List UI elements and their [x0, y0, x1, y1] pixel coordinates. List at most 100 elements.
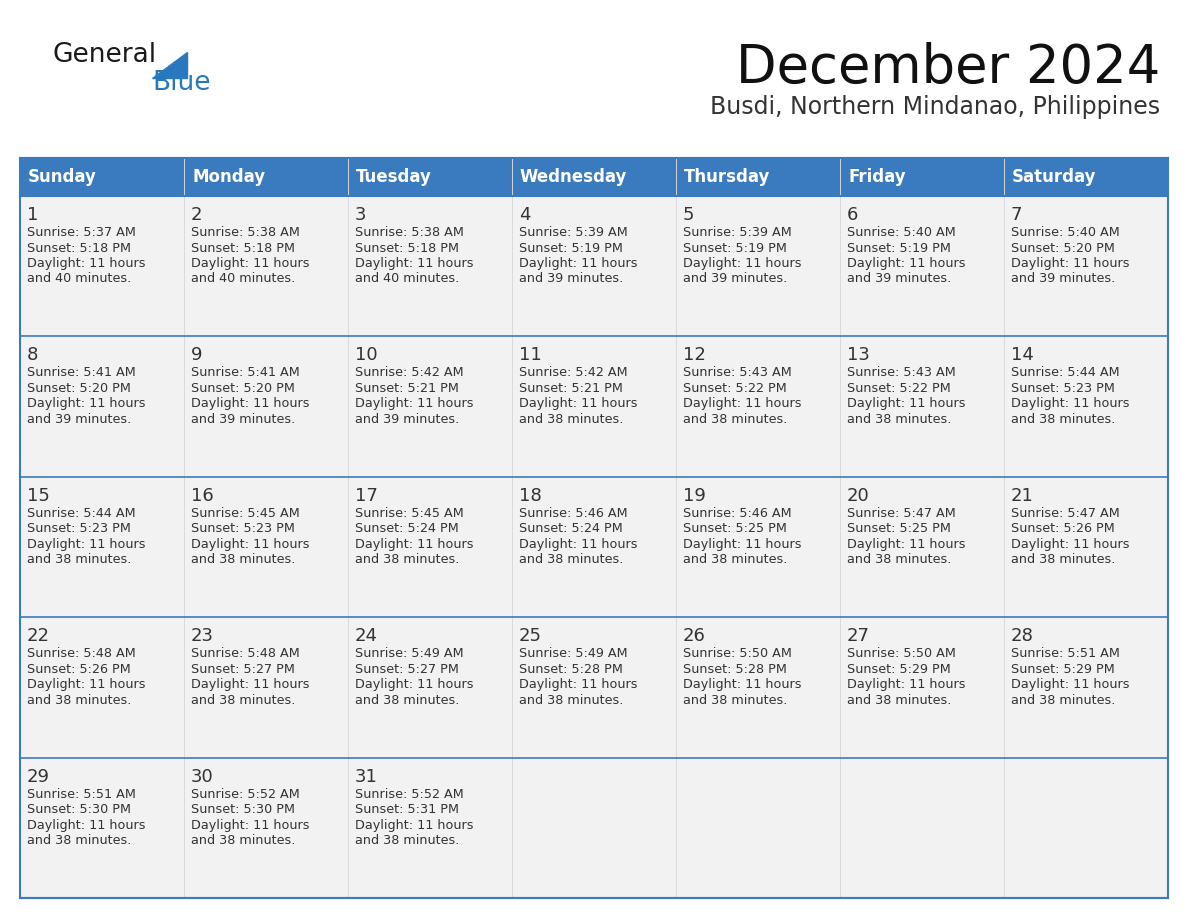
Text: 29: 29	[27, 767, 50, 786]
Bar	[676, 336, 840, 476]
Text: and 38 minutes.: and 38 minutes.	[683, 694, 788, 707]
Text: Sunrise: 5:42 AM: Sunrise: 5:42 AM	[355, 366, 463, 379]
Text: Tuesday: Tuesday	[356, 168, 432, 186]
Bar	[348, 336, 512, 476]
Text: Sunrise: 5:46 AM: Sunrise: 5:46 AM	[683, 507, 791, 520]
Text: 12: 12	[683, 346, 706, 364]
Text: Sunrise: 5:39 AM: Sunrise: 5:39 AM	[519, 226, 627, 239]
Text: Sunrise: 5:50 AM: Sunrise: 5:50 AM	[847, 647, 956, 660]
Bar	[1004, 617, 1168, 757]
Bar	[348, 476, 512, 617]
Text: General: General	[52, 42, 156, 68]
Text: Daylight: 11 hours: Daylight: 11 hours	[847, 397, 966, 410]
Bar	[676, 196, 840, 336]
Text: Sunrise: 5:44 AM: Sunrise: 5:44 AM	[1011, 366, 1119, 379]
Text: Sunrise: 5:47 AM: Sunrise: 5:47 AM	[1011, 507, 1120, 520]
Text: Sunrise: 5:51 AM: Sunrise: 5:51 AM	[27, 788, 135, 800]
Text: Busdi, Northern Mindanao, Philippines: Busdi, Northern Mindanao, Philippines	[710, 95, 1159, 119]
Text: 21: 21	[1011, 487, 1034, 505]
Bar	[184, 617, 348, 757]
Text: Monday: Monday	[192, 168, 265, 186]
Bar	[512, 617, 676, 757]
Text: and 38 minutes.: and 38 minutes.	[27, 834, 132, 847]
Bar	[20, 336, 184, 476]
Text: Sunset: 5:20 PM: Sunset: 5:20 PM	[191, 382, 295, 395]
Text: and 40 minutes.: and 40 minutes.	[355, 273, 460, 285]
Text: Sunset: 5:26 PM: Sunset: 5:26 PM	[1011, 522, 1114, 535]
Bar	[1004, 336, 1168, 476]
Text: and 40 minutes.: and 40 minutes.	[191, 273, 296, 285]
Text: 4: 4	[519, 206, 531, 224]
Text: Sunset: 5:24 PM: Sunset: 5:24 PM	[519, 522, 623, 535]
Text: Sunset: 5:29 PM: Sunset: 5:29 PM	[847, 663, 950, 676]
Text: Daylight: 11 hours: Daylight: 11 hours	[191, 397, 310, 410]
Text: Daylight: 11 hours: Daylight: 11 hours	[27, 538, 145, 551]
Text: December 2024: December 2024	[735, 42, 1159, 94]
Text: Sunrise: 5:44 AM: Sunrise: 5:44 AM	[27, 507, 135, 520]
Text: and 38 minutes.: and 38 minutes.	[847, 413, 952, 426]
Text: Sunset: 5:25 PM: Sunset: 5:25 PM	[847, 522, 950, 535]
Text: 23: 23	[191, 627, 214, 645]
Text: Daylight: 11 hours: Daylight: 11 hours	[355, 397, 474, 410]
Text: Sunset: 5:23 PM: Sunset: 5:23 PM	[1011, 382, 1114, 395]
Bar	[1004, 757, 1168, 898]
Text: Sunset: 5:27 PM: Sunset: 5:27 PM	[355, 663, 459, 676]
Text: Thursday: Thursday	[684, 168, 770, 186]
Bar	[348, 757, 512, 898]
Text: Sunrise: 5:42 AM: Sunrise: 5:42 AM	[519, 366, 627, 379]
Text: 15: 15	[27, 487, 50, 505]
Text: and 38 minutes.: and 38 minutes.	[27, 554, 132, 566]
Text: and 38 minutes.: and 38 minutes.	[519, 554, 624, 566]
Bar	[840, 158, 1004, 196]
Text: Sunset: 5:22 PM: Sunset: 5:22 PM	[847, 382, 950, 395]
Text: 2: 2	[191, 206, 202, 224]
Bar	[840, 196, 1004, 336]
Bar	[348, 196, 512, 336]
Text: and 38 minutes.: and 38 minutes.	[191, 694, 296, 707]
Text: 19: 19	[683, 487, 706, 505]
Text: Daylight: 11 hours: Daylight: 11 hours	[191, 257, 310, 270]
Text: Sunset: 5:25 PM: Sunset: 5:25 PM	[683, 522, 786, 535]
Bar	[840, 617, 1004, 757]
Text: Sunrise: 5:39 AM: Sunrise: 5:39 AM	[683, 226, 791, 239]
Bar	[184, 158, 348, 196]
Bar	[348, 158, 512, 196]
Text: 27: 27	[847, 627, 870, 645]
Bar	[840, 336, 1004, 476]
Text: Sunset: 5:22 PM: Sunset: 5:22 PM	[683, 382, 786, 395]
Text: 17: 17	[355, 487, 378, 505]
Text: 30: 30	[191, 767, 214, 786]
Text: and 38 minutes.: and 38 minutes.	[519, 694, 624, 707]
Text: Sunrise: 5:40 AM: Sunrise: 5:40 AM	[1011, 226, 1120, 239]
Bar	[20, 158, 184, 196]
Bar	[184, 476, 348, 617]
Text: Daylight: 11 hours: Daylight: 11 hours	[191, 538, 310, 551]
Bar	[676, 476, 840, 617]
Text: Sunset: 5:28 PM: Sunset: 5:28 PM	[683, 663, 786, 676]
Text: and 38 minutes.: and 38 minutes.	[1011, 413, 1116, 426]
Text: Sunset: 5:30 PM: Sunset: 5:30 PM	[27, 803, 131, 816]
Text: and 38 minutes.: and 38 minutes.	[355, 694, 460, 707]
Text: Friday: Friday	[848, 168, 905, 186]
Text: 28: 28	[1011, 627, 1034, 645]
Bar	[512, 336, 676, 476]
Text: Daylight: 11 hours: Daylight: 11 hours	[683, 397, 802, 410]
Text: Sunset: 5:29 PM: Sunset: 5:29 PM	[1011, 663, 1114, 676]
Bar	[512, 757, 676, 898]
Bar	[1004, 476, 1168, 617]
Bar	[20, 617, 184, 757]
Text: Sunset: 5:20 PM: Sunset: 5:20 PM	[27, 382, 131, 395]
Bar	[20, 158, 1168, 898]
Text: 20: 20	[847, 487, 870, 505]
Text: and 38 minutes.: and 38 minutes.	[683, 413, 788, 426]
Text: Daylight: 11 hours: Daylight: 11 hours	[27, 819, 145, 832]
Text: Daylight: 11 hours: Daylight: 11 hours	[519, 678, 638, 691]
Text: Sunrise: 5:41 AM: Sunrise: 5:41 AM	[191, 366, 299, 379]
Text: 26: 26	[683, 627, 706, 645]
Text: Sunset: 5:26 PM: Sunset: 5:26 PM	[27, 663, 131, 676]
Text: and 39 minutes.: and 39 minutes.	[847, 273, 952, 285]
Text: Sunset: 5:19 PM: Sunset: 5:19 PM	[847, 241, 950, 254]
Bar	[20, 196, 184, 336]
Text: Sunset: 5:18 PM: Sunset: 5:18 PM	[355, 241, 459, 254]
Text: Daylight: 11 hours: Daylight: 11 hours	[683, 678, 802, 691]
